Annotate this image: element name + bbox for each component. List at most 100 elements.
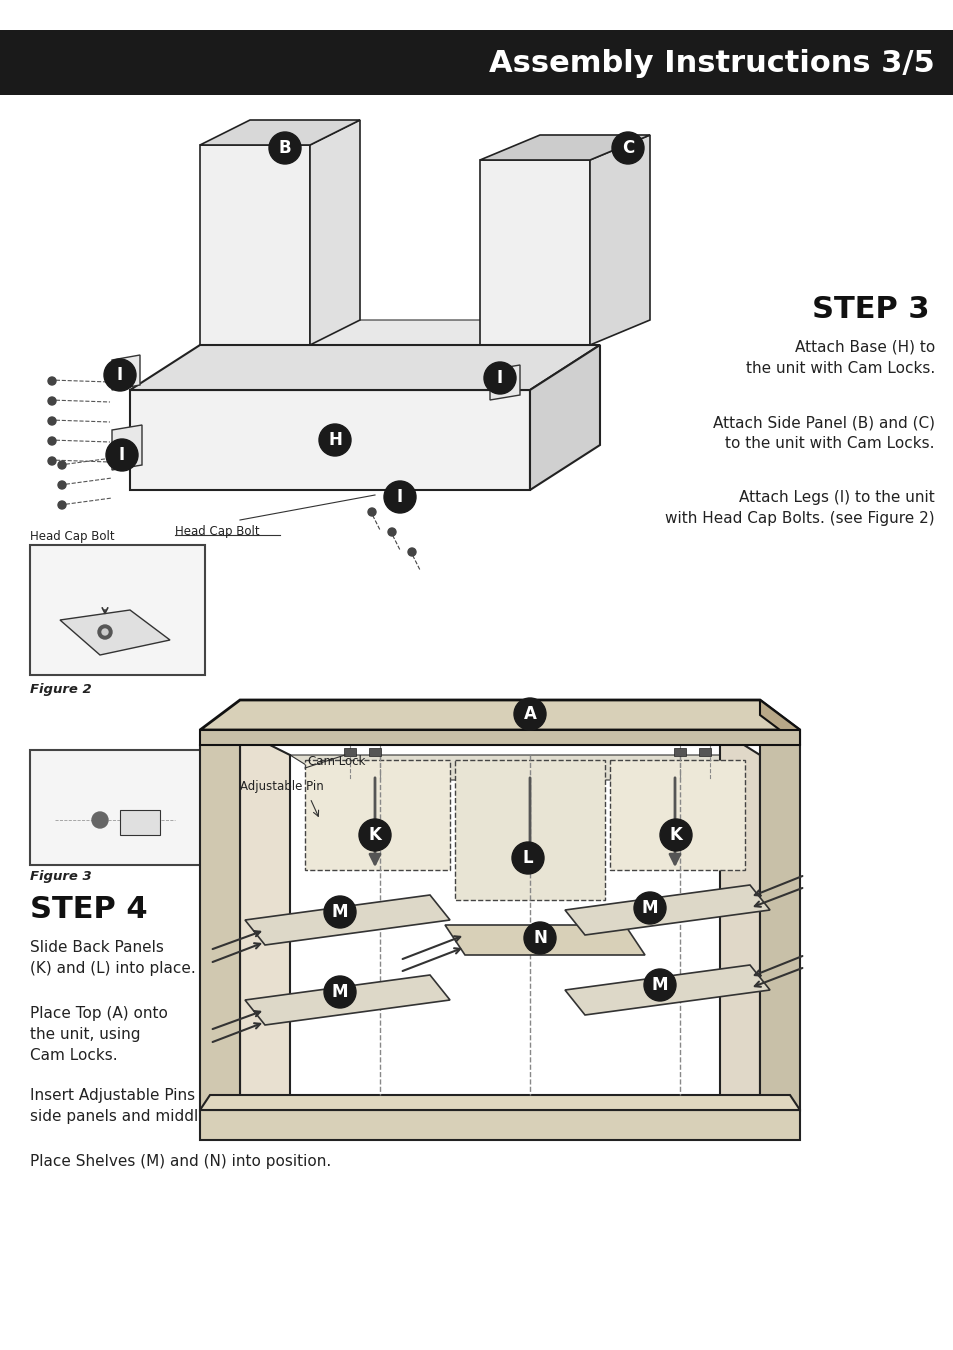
Polygon shape — [200, 730, 240, 1110]
Circle shape — [643, 969, 676, 1000]
Circle shape — [318, 424, 351, 456]
Text: Slide Back Panels
(K) and (L) into place.: Slide Back Panels (K) and (L) into place… — [30, 940, 195, 976]
Circle shape — [48, 417, 56, 425]
Circle shape — [91, 811, 108, 828]
Polygon shape — [200, 320, 539, 346]
Polygon shape — [200, 120, 359, 144]
Polygon shape — [564, 965, 769, 1015]
Polygon shape — [310, 120, 359, 346]
Circle shape — [58, 481, 66, 489]
Text: Figure 3: Figure 3 — [30, 869, 91, 883]
Circle shape — [368, 508, 375, 516]
Bar — [699, 748, 710, 756]
Text: STEP 4: STEP 4 — [30, 895, 148, 923]
Text: N: N — [533, 929, 546, 946]
Polygon shape — [290, 755, 760, 780]
Circle shape — [104, 359, 136, 392]
Circle shape — [48, 437, 56, 446]
Text: Place Shelves (M) and (N) into position.: Place Shelves (M) and (N) into position. — [30, 1154, 331, 1169]
Polygon shape — [200, 144, 310, 346]
Polygon shape — [200, 730, 800, 745]
Polygon shape — [720, 730, 760, 1120]
Circle shape — [523, 922, 556, 954]
Circle shape — [384, 481, 416, 513]
Polygon shape — [130, 346, 599, 390]
Circle shape — [98, 625, 112, 639]
Circle shape — [102, 629, 108, 634]
Text: I: I — [396, 487, 402, 506]
Circle shape — [634, 892, 665, 923]
Polygon shape — [305, 760, 450, 869]
Text: I: I — [119, 446, 125, 464]
Circle shape — [58, 501, 66, 509]
Polygon shape — [120, 810, 160, 836]
Text: H: H — [328, 431, 341, 450]
Polygon shape — [589, 135, 649, 346]
Text: I: I — [117, 366, 123, 383]
Circle shape — [483, 362, 516, 394]
Circle shape — [48, 397, 56, 405]
Bar — [30, 751, 205, 865]
Bar — [0, 30, 953, 95]
Text: STEP 3: STEP 3 — [812, 296, 929, 324]
Circle shape — [48, 458, 56, 464]
Polygon shape — [112, 425, 142, 470]
Text: K: K — [368, 826, 381, 844]
Polygon shape — [130, 390, 530, 490]
Polygon shape — [200, 701, 800, 730]
Text: Attach Side Panel (B) and (C)
to the unit with Cam Locks.: Attach Side Panel (B) and (C) to the uni… — [712, 414, 934, 451]
Text: Insert Adjustable Pins into
side panels and middle panels at the desired level (: Insert Adjustable Pins into side panels … — [30, 1088, 531, 1125]
Text: Attach Base (H) to
the unit with Cam Locks.: Attach Base (H) to the unit with Cam Loc… — [745, 340, 934, 377]
Circle shape — [408, 548, 416, 556]
Polygon shape — [444, 925, 644, 954]
Text: Place Top (A) onto
the unit, using
Cam Locks.: Place Top (A) onto the unit, using Cam L… — [30, 1006, 168, 1062]
Circle shape — [659, 819, 691, 850]
Circle shape — [269, 132, 301, 163]
Polygon shape — [609, 760, 744, 869]
Text: B: B — [278, 139, 291, 157]
Text: Head Cap Bolt: Head Cap Bolt — [174, 525, 259, 539]
Polygon shape — [455, 760, 604, 900]
Circle shape — [612, 132, 643, 163]
Text: Head Cap Bolt: Head Cap Bolt — [30, 531, 114, 543]
Polygon shape — [479, 161, 589, 346]
Text: Cam Lock: Cam Lock — [308, 755, 365, 768]
Polygon shape — [60, 610, 170, 655]
Circle shape — [48, 377, 56, 385]
Text: A: A — [523, 705, 536, 724]
Polygon shape — [200, 1095, 800, 1110]
Text: Figure 2: Figure 2 — [30, 683, 91, 697]
Bar — [369, 748, 380, 756]
Circle shape — [358, 819, 391, 850]
Text: M: M — [651, 976, 667, 994]
Polygon shape — [530, 346, 599, 490]
Circle shape — [324, 896, 355, 927]
Circle shape — [512, 842, 543, 873]
Text: M: M — [332, 903, 348, 921]
Text: Adjustable Pin: Adjustable Pin — [240, 780, 323, 792]
Polygon shape — [240, 730, 290, 1120]
Polygon shape — [245, 895, 450, 945]
Circle shape — [388, 528, 395, 536]
Polygon shape — [564, 886, 769, 936]
Polygon shape — [760, 730, 800, 1110]
Polygon shape — [245, 975, 450, 1025]
Circle shape — [324, 976, 355, 1008]
Text: Attach Legs (I) to the unit
with Head Cap Bolts. (see Figure 2): Attach Legs (I) to the unit with Head Ca… — [664, 490, 934, 526]
Circle shape — [514, 698, 545, 730]
Polygon shape — [200, 1110, 800, 1139]
Polygon shape — [490, 364, 519, 400]
Circle shape — [58, 460, 66, 468]
Bar — [673, 748, 685, 756]
Text: Assembly Instructions 3/5: Assembly Instructions 3/5 — [489, 49, 934, 77]
Text: M: M — [332, 983, 348, 1000]
Circle shape — [106, 439, 138, 471]
Text: M: M — [641, 899, 658, 917]
Text: C: C — [621, 139, 634, 157]
Text: L: L — [522, 849, 533, 867]
Text: K: K — [669, 826, 681, 844]
Polygon shape — [760, 701, 800, 745]
Text: I: I — [497, 369, 502, 387]
Polygon shape — [112, 355, 140, 390]
Bar — [344, 748, 355, 756]
